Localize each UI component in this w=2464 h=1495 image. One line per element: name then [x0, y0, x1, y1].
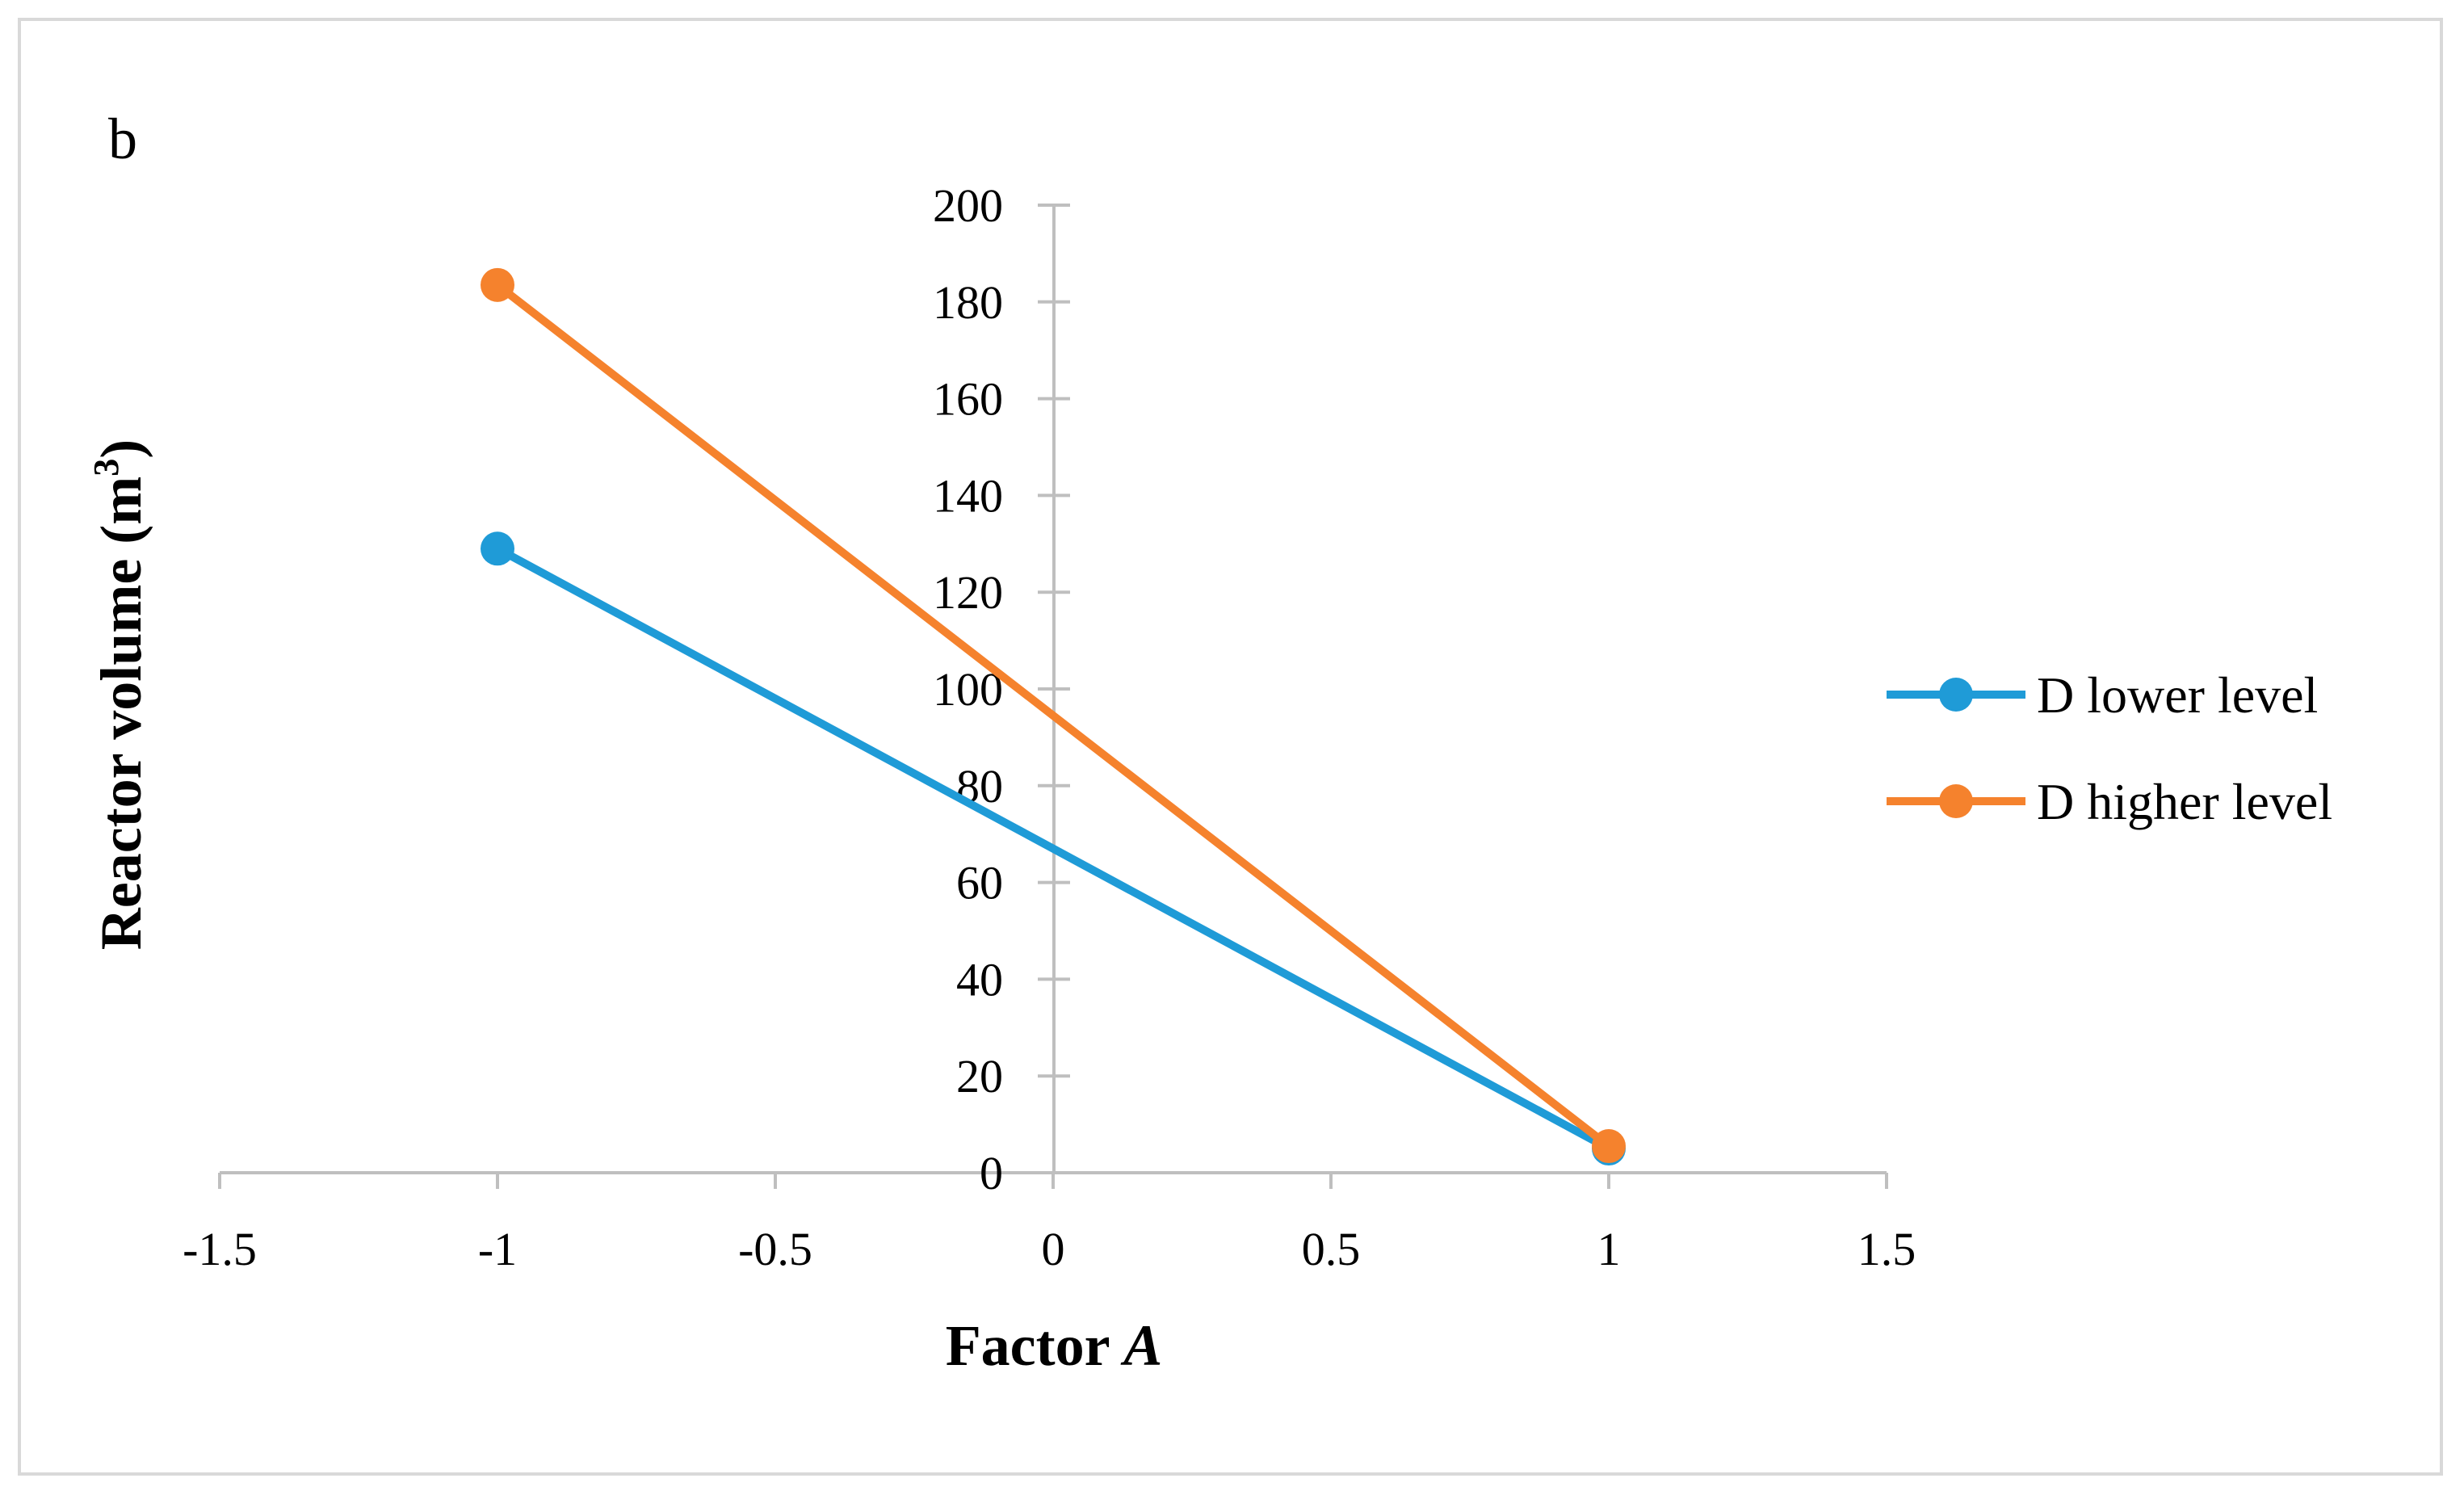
y-tick-label: 40: [956, 953, 1003, 1006]
legend-item: D higher level: [1887, 773, 2332, 830]
y-axis-title-superscript: 3: [86, 459, 126, 477]
x-axis-title-prefix: Factor: [946, 1313, 1124, 1378]
y-tick-label: 140: [933, 469, 1003, 522]
y-tick-label: 120: [933, 566, 1003, 619]
x-ticks: -1.5 -1 -0.5 0 0.5 1 1.5: [183, 1173, 1916, 1275]
legend-label: D lower level: [2037, 666, 2318, 724]
chart-frame: [18, 18, 2443, 1476]
x-axis-title: Factor A: [946, 1313, 1163, 1378]
data-point: [1592, 1129, 1626, 1164]
series-line: [495, 544, 1611, 1153]
x-axis-title-variable: A: [1120, 1313, 1162, 1378]
data-point: [481, 531, 514, 566]
y-tick-label: 60: [956, 857, 1003, 909]
x-tick-label: 1: [1597, 1223, 1621, 1275]
axes: -1.5 -1 -0.5 0 0.5 1 1.5 020406080100120140160…: [183, 179, 1916, 1275]
y-axis-title-close: ): [89, 439, 153, 459]
x-tick-label: 0.5: [1302, 1223, 1361, 1275]
series-higher: [481, 267, 1626, 1164]
x-tick-label: 0: [1042, 1223, 1065, 1275]
legend-marker: [1939, 678, 1973, 712]
panel-label: b: [108, 107, 137, 171]
x-tick-label: -1: [478, 1223, 517, 1275]
x-tick-label: 1.5: [1857, 1223, 1916, 1275]
x-tick-label: -0.5: [738, 1223, 812, 1275]
legend-marker: [1939, 784, 1973, 818]
y-tick-label: 0: [980, 1147, 1003, 1199]
y-axis-title: Reactor volume (m3): [86, 439, 153, 950]
legend: D lower level D higher level: [1887, 666, 2332, 830]
series-line: [494, 281, 1612, 1150]
legend-label: D higher level: [2037, 773, 2332, 830]
legend-item: D lower level: [1887, 666, 2318, 724]
y-axis-title-main: Reactor volume (m: [89, 477, 153, 950]
y-tick-label: 20: [956, 1050, 1003, 1102]
y-tick-label: 180: [933, 276, 1003, 329]
data-point: [481, 267, 514, 302]
x-tick-label: -1.5: [183, 1223, 257, 1275]
y-tick-label: 160: [933, 373, 1003, 426]
series-layer: [481, 267, 1626, 1166]
y-tick-label: 200: [933, 179, 1003, 232]
